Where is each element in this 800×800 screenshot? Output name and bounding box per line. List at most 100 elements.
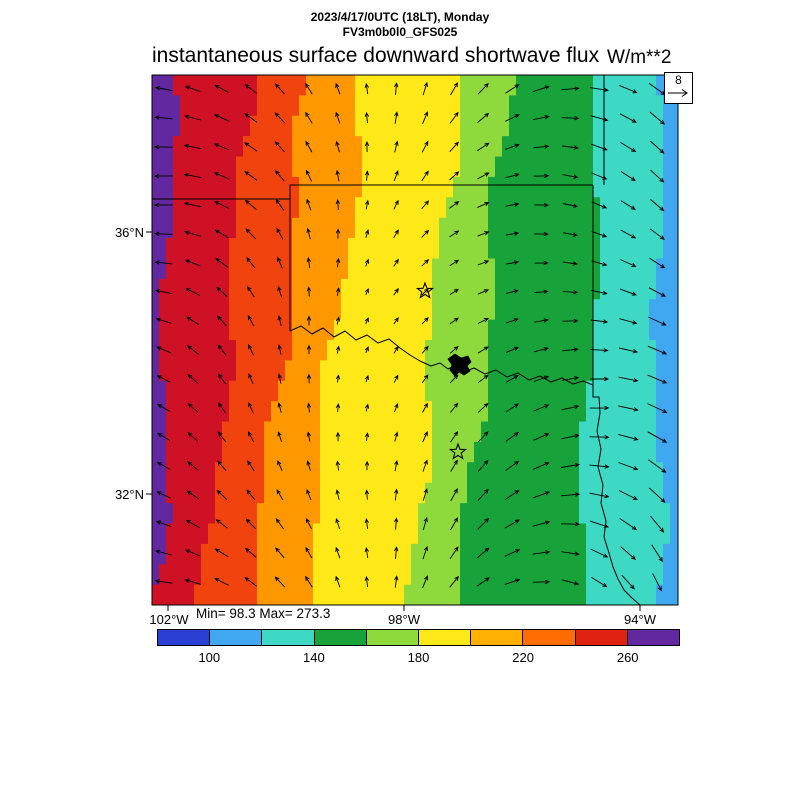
wind-arrow-icon bbox=[186, 490, 199, 500]
wind-arrow-icon bbox=[620, 142, 637, 153]
wind-arrow-icon bbox=[450, 459, 458, 472]
wind-arrow-icon bbox=[187, 402, 199, 413]
colorbar-segment bbox=[575, 630, 628, 645]
wind-arrow-icon bbox=[505, 489, 520, 500]
wind-arrow-icon bbox=[422, 111, 429, 124]
wind-arrow-icon bbox=[650, 199, 665, 212]
wind-arrow-icon bbox=[591, 201, 608, 209]
wind-arrow-icon bbox=[477, 231, 490, 237]
wind-arrow-icon bbox=[247, 460, 255, 472]
wind-arrow-icon bbox=[276, 489, 284, 501]
wind-arrow-icon bbox=[187, 373, 199, 384]
wind-arrow-icon bbox=[562, 290, 579, 295]
wind-arrow-icon bbox=[590, 548, 609, 558]
wind-arrow-icon bbox=[217, 344, 227, 356]
wind-arrow-icon bbox=[154, 115, 173, 120]
wind-arrow-icon bbox=[620, 546, 636, 561]
wind-arrow-icon bbox=[244, 547, 257, 558]
wind-arrow-icon bbox=[422, 81, 428, 96]
wind-arrow-icon bbox=[561, 86, 580, 91]
wind-arrow-icon bbox=[560, 462, 581, 468]
wind-arrow-icon bbox=[560, 521, 581, 527]
colorbar-segment bbox=[627, 630, 680, 645]
wind-arrow-icon bbox=[534, 260, 549, 266]
wind-arrow-icon bbox=[157, 432, 171, 441]
wind-arrow-icon bbox=[364, 374, 369, 383]
wind-arrow-icon bbox=[187, 431, 199, 442]
wind-arrow-icon bbox=[157, 403, 171, 412]
header-datetime: 2023/4/17/0UTC (18LT), Monday bbox=[310, 10, 490, 24]
colorbar-segment bbox=[210, 630, 263, 645]
wind-arrow-icon bbox=[274, 576, 285, 588]
wind-arrow-icon bbox=[648, 487, 666, 503]
wind-arrow-icon bbox=[277, 460, 283, 472]
plot-title: instantaneous surface downward shortwave… bbox=[152, 44, 600, 67]
colorbar-tick-label: 180 bbox=[407, 650, 430, 665]
wind-arrow-icon bbox=[335, 199, 341, 210]
wind-arrow-icon bbox=[306, 315, 312, 326]
wind-arrow-icon bbox=[533, 173, 550, 179]
wind-arrow-icon bbox=[364, 288, 369, 296]
wind-arrow-icon bbox=[215, 258, 229, 268]
wind-arrow-icon bbox=[247, 431, 254, 443]
wind-reference-box: 8 bbox=[664, 72, 693, 104]
wind-arrow-icon bbox=[364, 403, 370, 412]
axis-ticks bbox=[146, 231, 641, 611]
wind-arrow-icon bbox=[421, 170, 429, 181]
wind-arrow-icon bbox=[156, 346, 171, 354]
wind-arrow-icon bbox=[421, 288, 429, 296]
star-marker bbox=[448, 442, 468, 460]
wind-arrow-icon bbox=[532, 520, 551, 527]
wind-arrow-icon bbox=[155, 549, 172, 556]
wind-arrow-icon bbox=[562, 145, 579, 150]
wind-arrow-icon bbox=[649, 257, 666, 269]
wind-arrow-icon bbox=[364, 170, 370, 181]
wind-arrow-icon bbox=[651, 544, 663, 563]
wind-arrow-icon bbox=[449, 575, 459, 588]
colorbar-tick-label: 220 bbox=[512, 650, 534, 665]
wind-arrow-icon bbox=[393, 287, 399, 296]
wind-arrow-icon bbox=[532, 550, 551, 555]
wind-arrow-icon bbox=[217, 402, 226, 414]
wind-arrow-icon bbox=[533, 375, 550, 382]
wind-arrow-icon bbox=[365, 199, 370, 210]
wind-arrow-icon bbox=[505, 202, 520, 207]
units-label: W/m**2 bbox=[607, 47, 672, 68]
map-field-group bbox=[152, 75, 678, 605]
wind-arrow-icon bbox=[246, 257, 256, 269]
wind-arrow-icon bbox=[185, 288, 200, 296]
wind-arrow-icon bbox=[364, 432, 370, 441]
wind-arrow-icon bbox=[505, 460, 520, 471]
wind-arrow-icon bbox=[533, 404, 550, 412]
wind-arrow-icon bbox=[591, 143, 608, 151]
wind-arrow-icon bbox=[185, 519, 200, 528]
wind-arrow-icon bbox=[421, 317, 429, 325]
wind-arrow-icon bbox=[274, 112, 286, 124]
wind-reference-value: 8 bbox=[675, 73, 682, 87]
wind-arrow-icon bbox=[245, 518, 256, 530]
wind-arrow-icon bbox=[477, 431, 489, 443]
colorbar-segment bbox=[314, 630, 367, 645]
red-river bbox=[289, 325, 594, 386]
lon-label-102w: 102°W bbox=[149, 612, 189, 627]
colorbar-tick-label: 140 bbox=[303, 650, 325, 665]
wind-arrow-icon bbox=[505, 289, 519, 294]
wind-arrow-icon bbox=[589, 492, 610, 499]
wind-arrow-icon bbox=[154, 173, 173, 179]
wind-arrow-icon bbox=[477, 142, 490, 152]
wind-arrow-icon bbox=[244, 113, 258, 123]
wind-arrow-icon bbox=[394, 431, 399, 442]
wind-arrow-icon bbox=[393, 403, 399, 413]
wind-arrow-icon bbox=[306, 227, 311, 240]
colorbar-segment bbox=[523, 630, 576, 645]
wind-arrow-icon bbox=[422, 431, 428, 443]
wind-arrow-icon bbox=[449, 317, 459, 325]
wind-arrow-icon bbox=[590, 87, 609, 93]
wind-arrow-icon bbox=[649, 111, 666, 125]
wind-arrow-icon bbox=[305, 111, 313, 124]
wind-arrow-icon bbox=[154, 85, 173, 91]
wind-arrow-icon bbox=[184, 259, 201, 267]
lake-texoma bbox=[447, 353, 472, 377]
wind-arrow-icon bbox=[335, 287, 341, 296]
wind-arrow-icon bbox=[421, 140, 429, 153]
